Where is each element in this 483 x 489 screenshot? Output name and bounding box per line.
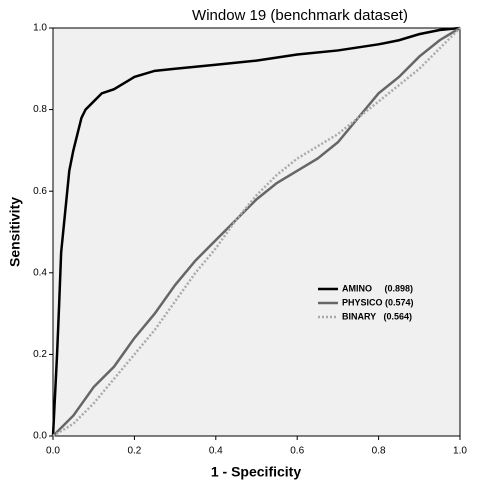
roc-curve [51,26,461,437]
y-tick-label: 0.4 [33,267,47,278]
x-tick-label: 0.2 [127,446,141,457]
x-tick-label: 0.4 [209,446,223,457]
y-tick-label: 0.0 [33,431,47,442]
roc-curve [52,26,461,437]
legend-label: PHYSICO (0.574) [342,297,414,307]
y-tick-label: 0.8 [33,104,47,115]
x-axis-label: 1 - Specificity [211,464,301,480]
roc-curve [52,27,461,438]
x-tick-label: 1.0 [453,446,467,457]
legend-label: AMINO (0.898) [342,283,413,293]
y-tick-label: 0.6 [33,186,47,197]
y-axis-label: Sensitivity [7,197,23,267]
chart-title: Window 19 (benchmark dataset) [192,7,408,24]
legend-label: BINARY (0.564) [342,311,412,321]
x-tick-label: 0.0 [46,446,60,457]
x-tick-label: 0.6 [290,446,304,457]
y-tick-label: 0.2 [33,349,47,360]
y-tick-label: 1.0 [33,23,47,34]
plot-area [52,27,461,437]
x-tick-label: 0.8 [372,446,386,457]
